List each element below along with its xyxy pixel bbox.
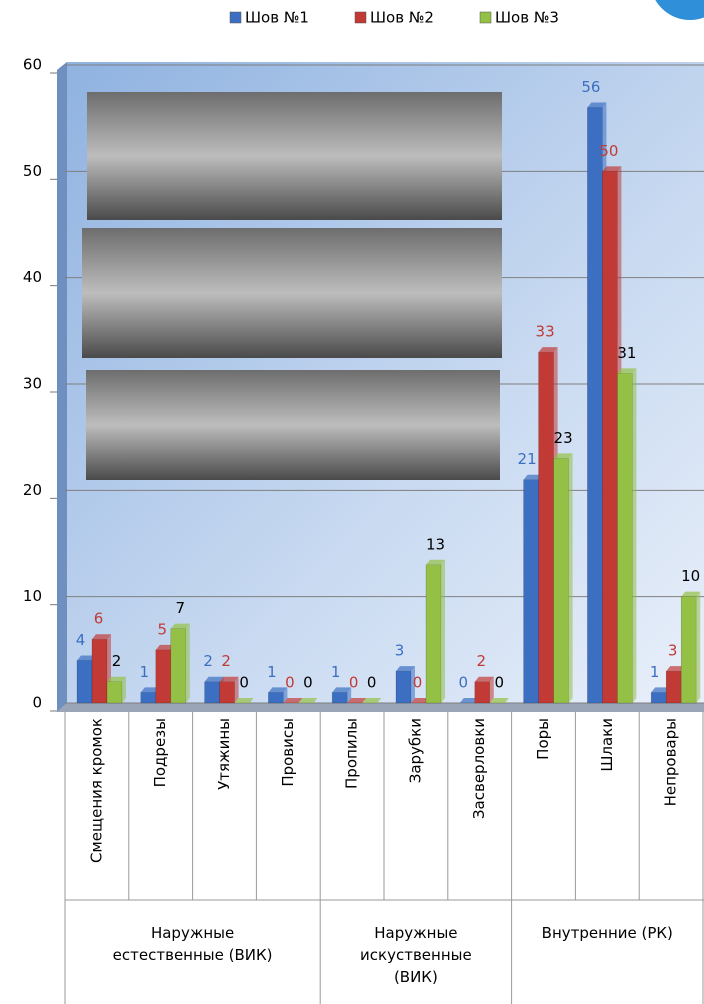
bar-side <box>441 560 445 703</box>
floor <box>57 703 704 712</box>
value-label: 33 <box>536 323 555 341</box>
x-tick-label: Пропилы <box>343 718 361 789</box>
bar <box>681 597 696 703</box>
y-tick-label: 20 <box>23 481 42 499</box>
bar <box>156 650 171 703</box>
y-tick-label: 60 <box>23 56 42 74</box>
value-label: 2 <box>203 652 213 670</box>
value-label: 1 <box>331 663 341 681</box>
bar <box>617 373 632 703</box>
bar-side <box>186 624 190 703</box>
value-label: 1 <box>267 663 277 681</box>
chart: 0102030405060 46215722010010030130202133… <box>0 0 704 1004</box>
xray-photo <box>86 370 500 480</box>
bar <box>587 108 602 703</box>
y-tick-label: 0 <box>32 694 42 712</box>
logo <box>650 0 704 20</box>
value-label: 0 <box>303 674 313 692</box>
bar <box>205 682 220 703</box>
xray-photo <box>87 92 502 220</box>
xray-photo <box>82 228 502 358</box>
x-tick-label: Провисы <box>279 718 297 787</box>
bar-side <box>569 453 573 703</box>
value-label: 0 <box>285 674 295 692</box>
group-label: Наружные искуственные (ВИК) <box>320 922 511 988</box>
value-label: 56 <box>581 78 600 96</box>
bar <box>651 692 666 703</box>
bar <box>332 692 347 703</box>
bar <box>602 171 617 703</box>
legend-label: Шов №1 <box>245 9 309 27</box>
legend-swatch <box>355 12 366 23</box>
bar <box>92 639 107 703</box>
bar <box>539 352 554 703</box>
value-label: 23 <box>554 429 573 447</box>
value-label: 50 <box>599 142 618 160</box>
x-tick-label: Зарубки <box>406 718 424 783</box>
y-tick-label: 30 <box>23 375 42 393</box>
x-tick-label: Непровары <box>662 718 680 806</box>
bar-side <box>696 592 700 703</box>
side-wall <box>57 62 67 712</box>
bar <box>171 629 186 703</box>
value-label: 0 <box>495 674 505 692</box>
bar <box>426 565 441 703</box>
value-label: 3 <box>395 642 405 660</box>
bar-side <box>632 368 636 703</box>
x-tick-label: Смещения кромок <box>87 718 105 863</box>
bar <box>220 682 235 703</box>
value-label: 6 <box>94 610 104 628</box>
value-label: 4 <box>76 631 86 649</box>
y-tick-label: 10 <box>23 587 42 605</box>
value-label: 3 <box>668 642 678 660</box>
value-label: 2 <box>221 652 231 670</box>
bar <box>524 480 539 703</box>
value-label: 7 <box>176 599 186 617</box>
x-tick-label: Утяжины <box>215 718 233 790</box>
x-tick-label: Шлаки <box>598 718 616 772</box>
x-tick-label: Поры <box>534 718 552 760</box>
bar <box>475 682 490 703</box>
group-label: Внутренние (РК) <box>512 922 703 944</box>
value-label: 13 <box>426 535 445 553</box>
bar <box>77 660 92 703</box>
legend-swatch <box>480 12 491 23</box>
bar <box>107 682 122 703</box>
value-label: 0 <box>459 674 469 692</box>
bar <box>396 671 411 703</box>
value-label: 0 <box>349 674 359 692</box>
legend-swatch <box>230 12 241 23</box>
legend-label: Шов №2 <box>370 9 434 27</box>
x-tick-label: Засверловки <box>470 718 488 819</box>
value-label: 2 <box>477 652 487 670</box>
value-label: 21 <box>518 450 537 468</box>
value-label: 0 <box>239 674 249 692</box>
bar <box>666 671 681 703</box>
y-tick-label: 50 <box>23 162 42 180</box>
bar <box>141 692 156 703</box>
value-label: 5 <box>158 620 168 638</box>
x-tick-label: Подрезы <box>151 718 169 787</box>
value-label: 1 <box>650 663 660 681</box>
value-label: 10 <box>681 567 700 585</box>
y-tick-label: 40 <box>23 268 42 286</box>
legend-label: Шов №3 <box>495 9 559 27</box>
value-label: 0 <box>367 674 377 692</box>
value-label: 1 <box>140 663 150 681</box>
group-label: Наружные естественные (ВИК) <box>65 922 320 966</box>
bar <box>554 458 569 703</box>
page: 0102030405060 46215722010010030130202133… <box>0 0 704 1004</box>
value-label: 2 <box>112 652 122 670</box>
value-label: 31 <box>617 344 636 362</box>
bar <box>268 692 283 703</box>
value-label: 0 <box>413 674 423 692</box>
